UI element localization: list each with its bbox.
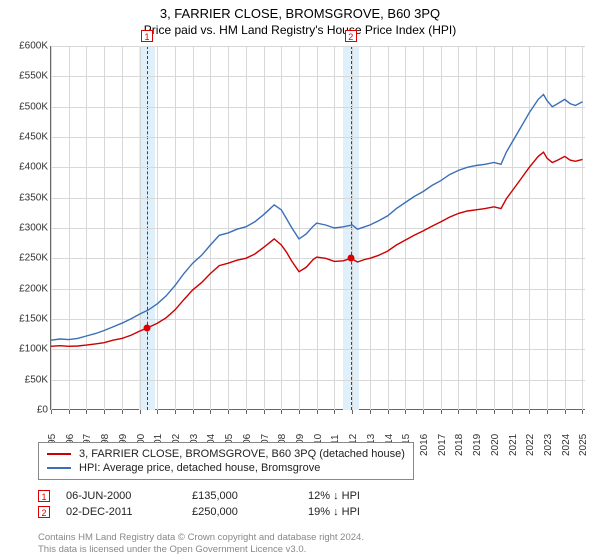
y-tick-label: £600K bbox=[4, 41, 48, 52]
plot-area: 12 bbox=[50, 46, 585, 410]
sale-row-delta: 19% ↓ HPI bbox=[308, 506, 398, 518]
y-tick-label: £550K bbox=[4, 71, 48, 82]
x-tick-label: 2025 bbox=[578, 434, 589, 456]
legend-swatch bbox=[47, 467, 71, 469]
attribution-line-1: Contains HM Land Registry data © Crown c… bbox=[38, 532, 364, 544]
sale-dot bbox=[347, 255, 354, 262]
y-tick-label: £400K bbox=[4, 162, 48, 173]
sale-row-date: 02-DEC-2011 bbox=[66, 506, 176, 518]
sales-table: 1 06-JUN-2000 £135,000 12% ↓ HPI 2 02-DEC-201… bbox=[38, 488, 578, 520]
sale-row-marker: 2 bbox=[38, 506, 50, 518]
sale-row-price: £250,000 bbox=[192, 506, 292, 518]
y-tick-label: £200K bbox=[4, 283, 48, 294]
y-tick-label: £100K bbox=[4, 344, 48, 355]
sale-row-delta: 12% ↓ HPI bbox=[308, 490, 398, 502]
legend-label: HPI: Average price, detached house, Brom… bbox=[79, 462, 320, 474]
y-tick-label: £450K bbox=[4, 132, 48, 143]
chart-subtitle: Price paid vs. HM Land Registry's House … bbox=[0, 21, 600, 41]
legend-label: 3, FARRIER CLOSE, BROMSGROVE, B60 3PQ (d… bbox=[79, 448, 405, 460]
legend-swatch bbox=[47, 453, 71, 455]
y-tick-label: £50K bbox=[4, 374, 48, 385]
sale-marker: 1 bbox=[141, 30, 153, 42]
series-line bbox=[51, 95, 583, 341]
sale-row-date: 06-JUN-2000 bbox=[66, 490, 176, 502]
chart-container: { "title": "3, FARRIER CLOSE, BROMSGROVE… bbox=[0, 0, 600, 560]
sale-marker: 2 bbox=[345, 30, 357, 42]
attribution-line-2: This data is licensed under the Open Gov… bbox=[38, 544, 364, 556]
sale-row-marker: 1 bbox=[38, 490, 50, 502]
y-tick-label: £350K bbox=[4, 192, 48, 203]
legend-row: 3, FARRIER CLOSE, BROMSGROVE, B60 3PQ (d… bbox=[47, 447, 405, 461]
series-line bbox=[51, 152, 583, 346]
y-tick-label: £250K bbox=[4, 253, 48, 264]
x-axis-labels: 1995199619971998199920002001200220032004… bbox=[50, 412, 585, 442]
y-tick-label: £0 bbox=[4, 405, 48, 416]
sale-dot bbox=[144, 325, 151, 332]
sale-row: 1 06-JUN-2000 £135,000 12% ↓ HPI bbox=[38, 488, 578, 504]
legend-box: 3, FARRIER CLOSE, BROMSGROVE, B60 3PQ (d… bbox=[38, 442, 414, 480]
plot-svg bbox=[51, 46, 586, 410]
y-tick-label: £300K bbox=[4, 223, 48, 234]
legend-row: HPI: Average price, detached house, Brom… bbox=[47, 461, 405, 475]
y-tick-label: £150K bbox=[4, 314, 48, 325]
sale-row-price: £135,000 bbox=[192, 490, 292, 502]
y-tick-label: £500K bbox=[4, 101, 48, 112]
legend: 3, FARRIER CLOSE, BROMSGROVE, B60 3PQ (d… bbox=[38, 442, 578, 520]
sale-row: 2 02-DEC-2011 £250,000 19% ↓ HPI bbox=[38, 504, 578, 520]
attribution: Contains HM Land Registry data © Crown c… bbox=[38, 532, 364, 556]
chart-title: 3, FARRIER CLOSE, BROMSGROVE, B60 3PQ bbox=[0, 0, 600, 21]
